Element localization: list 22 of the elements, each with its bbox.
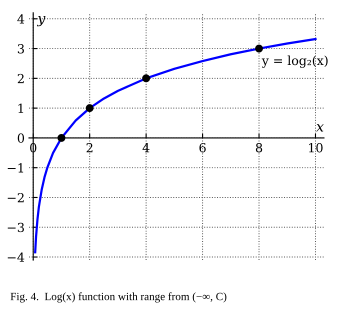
x-axis-title: x — [316, 124, 324, 132]
y-tick-label: 1 — [18, 104, 24, 113]
annotation: y = log₂(x) — [262, 56, 328, 68]
y-tick-label: 0 — [18, 133, 24, 143]
y-tick-label: −1 — [8, 163, 24, 172]
y-tick-label: −2 — [8, 192, 24, 202]
x-tick-label: 8 — [256, 142, 262, 152]
y-tick-label: −3 — [8, 222, 24, 232]
x-tick-label: 6 — [199, 142, 206, 152]
y-tick-label: 2 — [18, 74, 24, 84]
x-tick-label: 4 — [142, 142, 150, 152]
point — [255, 44, 263, 53]
point — [57, 134, 66, 142]
point — [86, 104, 94, 112]
point — [142, 74, 150, 82]
y-axis-title: y — [36, 16, 46, 26]
y-tick-label: 3 — [18, 44, 24, 54]
y-tick-label: −4 — [8, 252, 24, 262]
x-tick-label: 2 — [86, 142, 92, 152]
caption: Fig. 4. Log(x) function with range from (−∞, C) — [10, 292, 226, 303]
y-tick-label: 4 — [17, 14, 24, 24]
x-tick-label: 10 — [309, 142, 323, 152]
